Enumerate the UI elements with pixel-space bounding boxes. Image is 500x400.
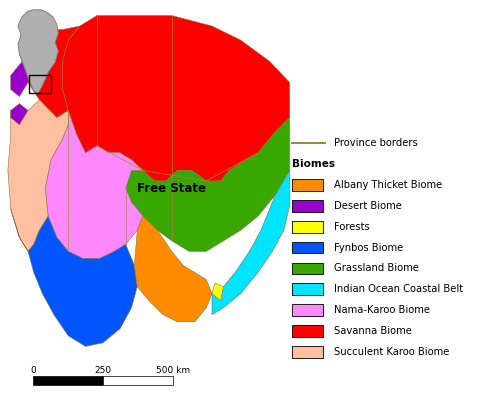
Bar (292, 262, 323, 274)
Polygon shape (126, 118, 290, 251)
Text: Indian Ocean Coastal Belt: Indian Ocean Coastal Belt (334, 284, 463, 294)
Text: Province borders: Province borders (334, 138, 417, 148)
Polygon shape (134, 216, 212, 322)
Bar (292, 242, 323, 253)
Polygon shape (212, 283, 224, 301)
Text: Desert Biome: Desert Biome (334, 201, 402, 211)
Bar (292, 284, 323, 295)
Polygon shape (62, 16, 290, 181)
Text: Grassland Biome: Grassland Biome (334, 264, 418, 274)
Bar (292, 325, 323, 337)
Polygon shape (18, 10, 59, 94)
Text: Forests: Forests (334, 222, 370, 232)
Polygon shape (11, 209, 137, 346)
Bar (33, 376, 103, 385)
Polygon shape (46, 110, 143, 258)
Bar (292, 304, 323, 316)
Text: Succulent Karoo Biome: Succulent Karoo Biome (334, 347, 449, 357)
Bar (292, 179, 323, 191)
Text: Savanna Biome: Savanna Biome (334, 326, 411, 336)
Text: Nama-Karoo Biome: Nama-Karoo Biome (334, 305, 430, 315)
Text: 250: 250 (94, 366, 112, 375)
Polygon shape (11, 30, 34, 96)
Bar (103, 376, 173, 385)
Polygon shape (212, 170, 290, 315)
Text: 500 km: 500 km (156, 366, 190, 375)
Bar (292, 221, 323, 232)
Bar (292, 200, 323, 212)
Text: 0: 0 (30, 366, 36, 375)
Polygon shape (8, 100, 68, 251)
Polygon shape (28, 26, 80, 118)
Text: Fynbos Biome: Fynbos Biome (334, 242, 403, 252)
Text: Free State: Free State (137, 182, 206, 194)
Bar (292, 346, 323, 358)
Text: Albany Thicket Biome: Albany Thicket Biome (334, 180, 442, 190)
Bar (29, 74, 50, 93)
Polygon shape (11, 104, 28, 125)
Text: Biomes: Biomes (292, 159, 335, 169)
